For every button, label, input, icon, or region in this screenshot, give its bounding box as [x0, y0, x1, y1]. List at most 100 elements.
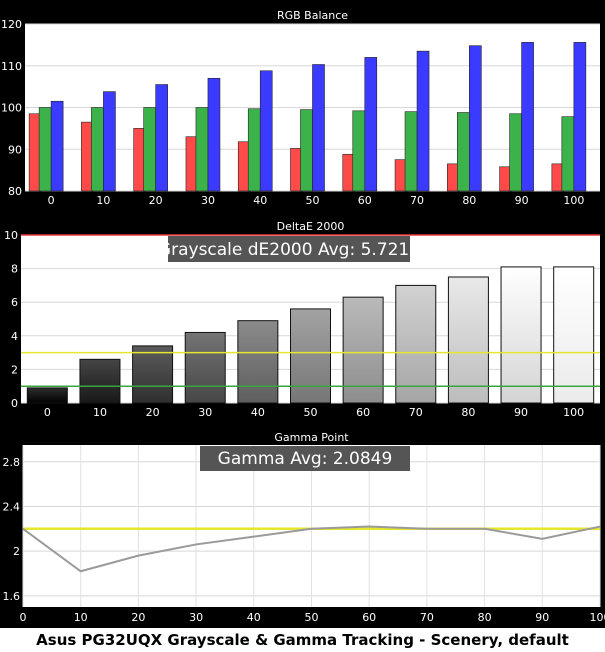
deltae-bar	[290, 308, 331, 404]
rgb-bar-blue	[103, 91, 116, 192]
rgb-bar-green	[509, 113, 522, 192]
rgb-xtick-label: 80	[462, 194, 476, 207]
deltae-ytick-label: 8	[11, 263, 18, 276]
gamma-annotation-box	[200, 446, 410, 471]
deltae-xtick-label: 30	[198, 406, 212, 419]
rgb-xtick-label: 30	[201, 194, 215, 207]
gamma-point	[541, 538, 544, 540]
gamma-ytick-label: 2.4	[3, 500, 21, 513]
rgb-xtick-label: 40	[253, 194, 267, 207]
deltae-xtick-label: 100	[563, 406, 584, 419]
deltae-bar	[395, 284, 437, 404]
rgb-bar-green	[143, 107, 156, 192]
deltae-xtick-label: 80	[461, 406, 475, 419]
deltae-bar	[447, 276, 489, 404]
rgb-bar-green	[404, 111, 418, 192]
rgb-xtick-label: 70	[410, 194, 424, 207]
deltae-xtick-label: 10	[93, 406, 107, 419]
deltae-bar	[184, 331, 226, 404]
deltae-xtick-label: 70	[409, 406, 423, 419]
gamma-point	[22, 527, 24, 530]
deltae-annotation: Grayscale dE2000 Avg: 5.7218	[158, 240, 420, 260]
rgb-bar-green	[300, 109, 313, 192]
rgb-bar-green	[561, 116, 575, 192]
deltae-ytick-label: 0	[11, 397, 18, 410]
rgb-ytick-label: 100	[1, 102, 22, 115]
gamma-xtick-label: 20	[131, 611, 145, 624]
gamma-ytick-label: 2	[13, 545, 20, 558]
rgb-bar-blue	[364, 57, 378, 192]
gamma-ytick-label: 2.8	[3, 456, 21, 469]
deltae-ytick-label: 2	[11, 363, 18, 376]
rgb-xtick-label: 20	[149, 194, 163, 207]
deltae-bar	[500, 266, 542, 404]
gamma-point	[368, 525, 371, 528]
deltae-bar	[553, 266, 595, 404]
deltae-bar	[79, 358, 121, 404]
rgb-ytick-label: 90	[8, 143, 22, 156]
rgb-bar-blue	[312, 64, 325, 192]
rgb-xtick-label: 10	[96, 194, 110, 207]
rgb-xtick-label: 60	[358, 194, 372, 207]
rgb-bar-blue	[259, 70, 273, 192]
rgb-bar-green	[91, 107, 104, 192]
rgb-bar-blue	[469, 45, 482, 192]
gamma-point	[137, 554, 140, 557]
rgb-bar-blue	[155, 84, 168, 192]
deltae-bar	[26, 387, 68, 404]
rgb-bar-green	[247, 108, 261, 192]
rgb-bar-green	[457, 112, 470, 192]
gamma-xtick-label: 40	[247, 611, 261, 624]
gamma-xtick-label: 0	[20, 611, 27, 624]
gamma-xtick-label: 30	[189, 611, 203, 624]
deltae-xtick-label: 90	[514, 406, 528, 419]
rgb-bar-blue	[521, 42, 534, 192]
rgb-bar-blue	[50, 100, 64, 192]
rgb-bar-green	[352, 110, 366, 192]
deltae-xtick-label: 0	[44, 406, 51, 419]
rgb-ytick-label: 120	[1, 18, 22, 31]
rgb-bar-blue	[573, 42, 587, 192]
rgb-ytick-label: 110	[1, 60, 22, 73]
deltae-xtick-label: 60	[356, 406, 370, 419]
deltae-ytick-label: 6	[11, 296, 18, 309]
deltae-title: DeltaE 2000	[277, 220, 345, 233]
rgb-bar-blue	[416, 50, 430, 192]
rgb-bar-blue	[207, 77, 221, 192]
rgb-xtick-label: 50	[306, 194, 320, 207]
gamma-xtick-label: 90	[535, 611, 549, 624]
deltae-bar	[132, 345, 174, 404]
deltae-xtick-label: 20	[146, 406, 160, 419]
gamma-point	[195, 543, 197, 546]
deltae-ytick-label: 10	[4, 229, 18, 242]
rgb-bar-green	[38, 107, 52, 192]
gamma-point	[426, 527, 428, 530]
deltae-ytick-label: 4	[11, 330, 18, 343]
gamma-xtick-label: 100	[590, 611, 605, 624]
gamma-point	[483, 527, 486, 530]
gamma-point	[253, 535, 255, 538]
rgb-xtick-label: 0	[48, 194, 55, 207]
rgb-xtick-label: 90	[515, 194, 529, 207]
gamma-ytick-label: 1.6	[3, 590, 21, 603]
gamma-xtick-label: 70	[420, 611, 434, 624]
deltae-annotation-box	[168, 236, 410, 262]
gamma-point	[310, 527, 313, 530]
gamma-title: Gamma Point	[274, 431, 349, 444]
deltae-xtick-label: 40	[251, 406, 265, 419]
gamma-xtick-label: 60	[362, 611, 376, 624]
rgb-bar-green	[195, 107, 209, 192]
rgb-title: RGB Balance	[277, 9, 348, 22]
gamma-point	[599, 525, 601, 528]
deltae-bar	[237, 320, 279, 404]
rgb-xtick-label: 100	[563, 194, 584, 207]
rgb-ytick-label: 80	[8, 185, 22, 198]
gamma-xtick-label: 10	[74, 611, 88, 624]
deltae-xtick-label: 50	[304, 406, 318, 419]
deltae-bar	[342, 296, 384, 404]
figure-caption: Asus PG32UQX Grayscale & Gamma Tracking …	[36, 631, 569, 649]
gamma-xtick-label: 80	[478, 611, 492, 624]
gamma-xtick-label: 50	[305, 611, 319, 624]
gamma-point	[79, 570, 82, 573]
